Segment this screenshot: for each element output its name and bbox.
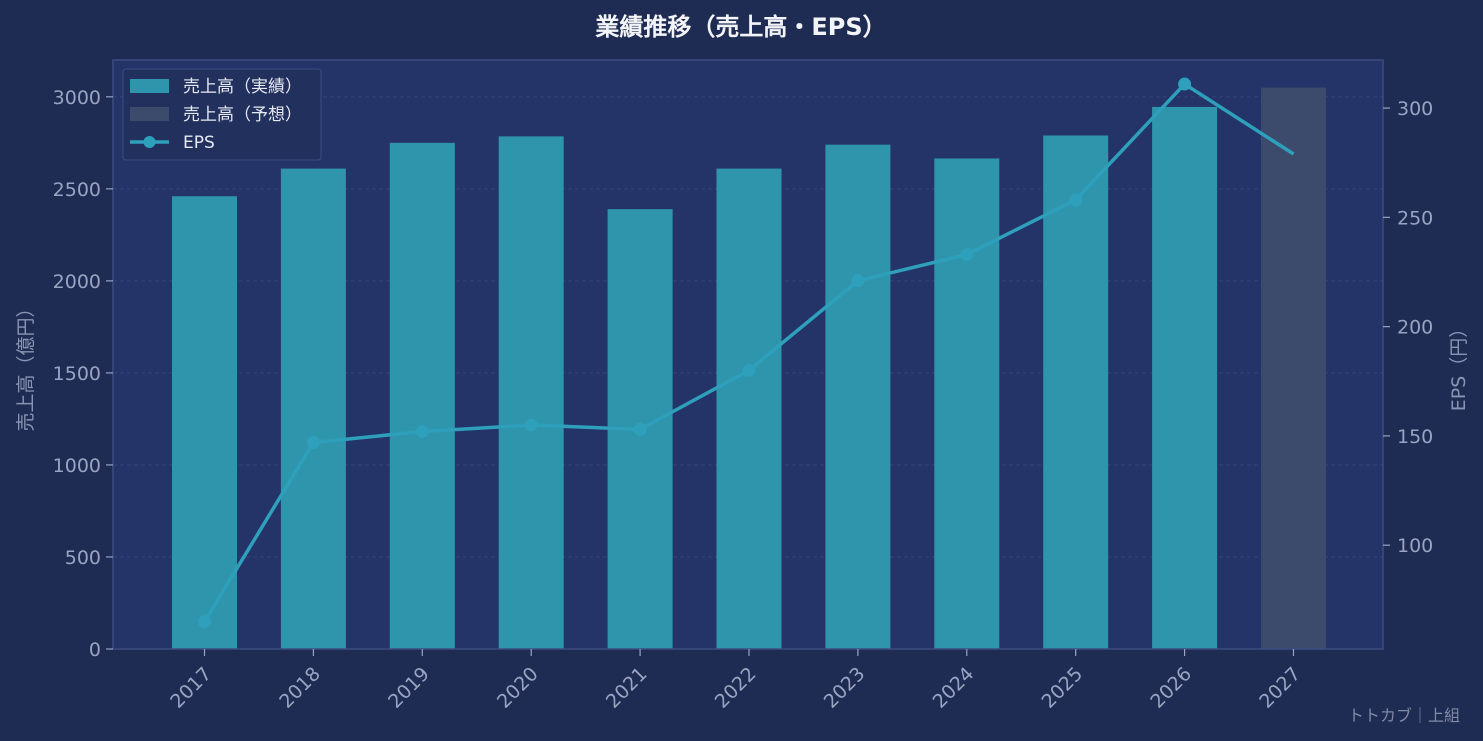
left-axis-label: 売上高（億円） [15,298,37,431]
plot-border [112,59,1384,650]
legend-swatch [130,79,169,93]
left-tick-label: 2000 [53,271,101,293]
eps-line-series [198,77,1295,629]
watermark: トトカブ｜上組 [1348,706,1460,725]
x-tick-label: 2022 [711,663,761,713]
x-axis: 2017 2018 2019 2020 2021 2022 2023 2024 2025 2026… [166,649,1305,713]
legend-label: 売上高（予想） [183,105,302,125]
eps-point-2022 [742,363,756,377]
x-tick-label: 2019 [384,663,434,713]
legend-marker [143,136,156,148]
right-tick-label: 250 [1397,207,1433,229]
left-tick-label: 1000 [53,455,101,477]
x-tick-label: 2018 [275,663,325,713]
left-tick-label: 3000 [53,87,101,109]
bar-forecast-2027 [1261,87,1326,649]
legend-box [122,68,322,161]
x-tick-label: 2020 [493,663,543,713]
chart-title: 業績推移（売上高・EPS） [595,13,886,41]
left-axis: 0 500 1000 1500 2000 2500 3000 [53,87,113,661]
eps-point-2026 [1178,77,1192,91]
x-tick-label: 2026 [1146,663,1196,713]
eps-point-2020 [524,418,538,432]
x-tick-label: 2027 [1255,663,1305,713]
x-tick-label: 2017 [166,663,216,713]
eps-point-2023 [851,274,865,288]
x-tick-label: 2021 [602,663,652,713]
x-tick-label: 2023 [820,663,870,713]
bar-actual-2020 [498,136,564,650]
legend-label: 売上高（実績） [183,77,302,97]
legend: 売上高（実績） 売上高（予想） EPS [122,68,322,161]
bar-actual-2026 [1152,106,1218,650]
eps-point-2021 [633,422,647,436]
left-tick-label: 500 [65,547,101,569]
eps-point-2025 [1069,193,1083,207]
right-tick-label: 300 [1397,98,1433,120]
bar-actual-2023 [825,144,891,649]
bar-actual-2017 [172,196,237,650]
eps-point-2019 [415,425,429,439]
bar-actual-2024 [934,158,1000,649]
bar-actual-2022 [716,168,782,650]
bar-series [172,87,1326,650]
eps-point-2024 [960,248,974,262]
right-axis: 100 150 200 250 300 [1383,98,1433,557]
left-tick-label: 1500 [53,363,101,385]
bar-actual-2018 [280,168,346,650]
left-tick-label: 0 [89,639,101,661]
eps-point-2018 [306,435,320,449]
legend-swatch [130,107,169,121]
right-axis-label: EPS（円） [1448,319,1470,412]
right-tick-label: 150 [1397,426,1433,448]
right-tick-label: 200 [1397,317,1433,339]
bar-actual-2025 [1043,135,1109,649]
legend-label: EPS [183,133,215,153]
x-tick-label: 2024 [929,663,979,713]
x-tick-label: 2025 [1037,663,1087,713]
right-tick-label: 100 [1397,535,1433,557]
eps-point-2017 [198,615,211,629]
bar-actual-2019 [389,142,455,649]
left-tick-label: 2500 [53,179,101,201]
